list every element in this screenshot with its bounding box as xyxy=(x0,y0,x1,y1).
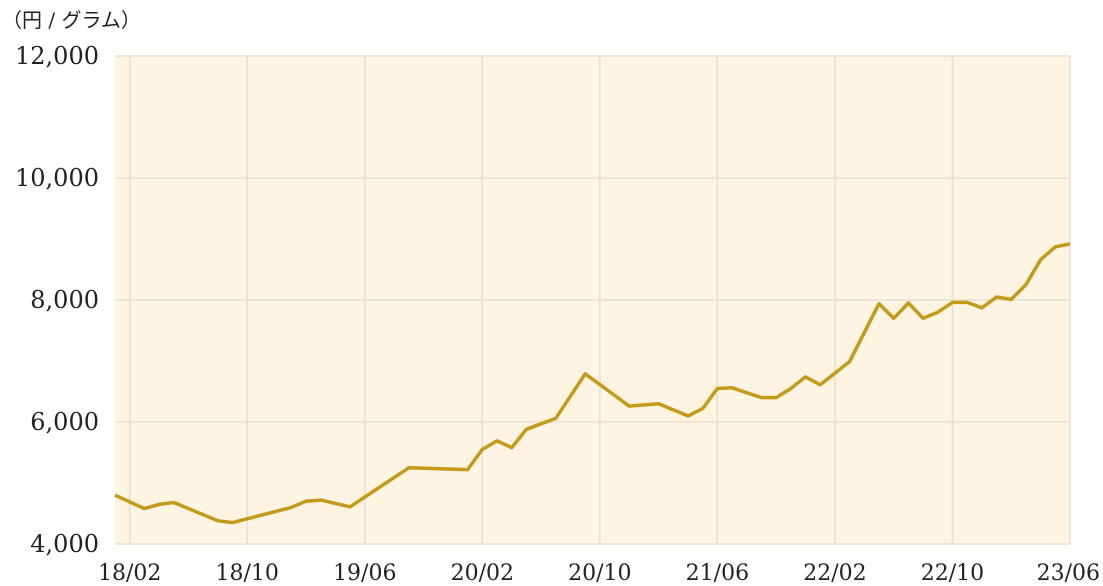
grid-lines xyxy=(115,55,1071,545)
y-tick-label: 6,000 xyxy=(30,408,99,436)
y-unit-label: （円 / グラム） xyxy=(2,8,141,32)
x-tick-label: 22/02 xyxy=(803,561,866,586)
y-tick-label: 10,000 xyxy=(15,164,99,192)
x-tick-label: 19/06 xyxy=(333,561,396,586)
x-tick-label: 21/06 xyxy=(686,561,749,586)
x-tick-label: 20/10 xyxy=(568,561,631,586)
y-tick-label: 8,000 xyxy=(30,286,99,314)
x-axis-ticks: 18/02 18/10 19/06 20/02 20/10 21/06 22/02 22/10… xyxy=(98,561,1100,586)
x-tick-label: 18/10 xyxy=(216,561,279,586)
x-tick-label: 20/02 xyxy=(451,561,514,586)
x-tick-label: 18/02 xyxy=(98,561,161,586)
x-tick-label: 22/10 xyxy=(921,561,984,586)
price-series-line xyxy=(114,242,1071,525)
x-tick-label: 23/06 xyxy=(1037,561,1100,586)
y-tick-label: 4,000 xyxy=(30,530,99,558)
y-tick-label: 12,000 xyxy=(15,42,99,70)
y-axis-ticks: 4,000 6,000 8,000 10,000 12,000 xyxy=(15,42,99,558)
